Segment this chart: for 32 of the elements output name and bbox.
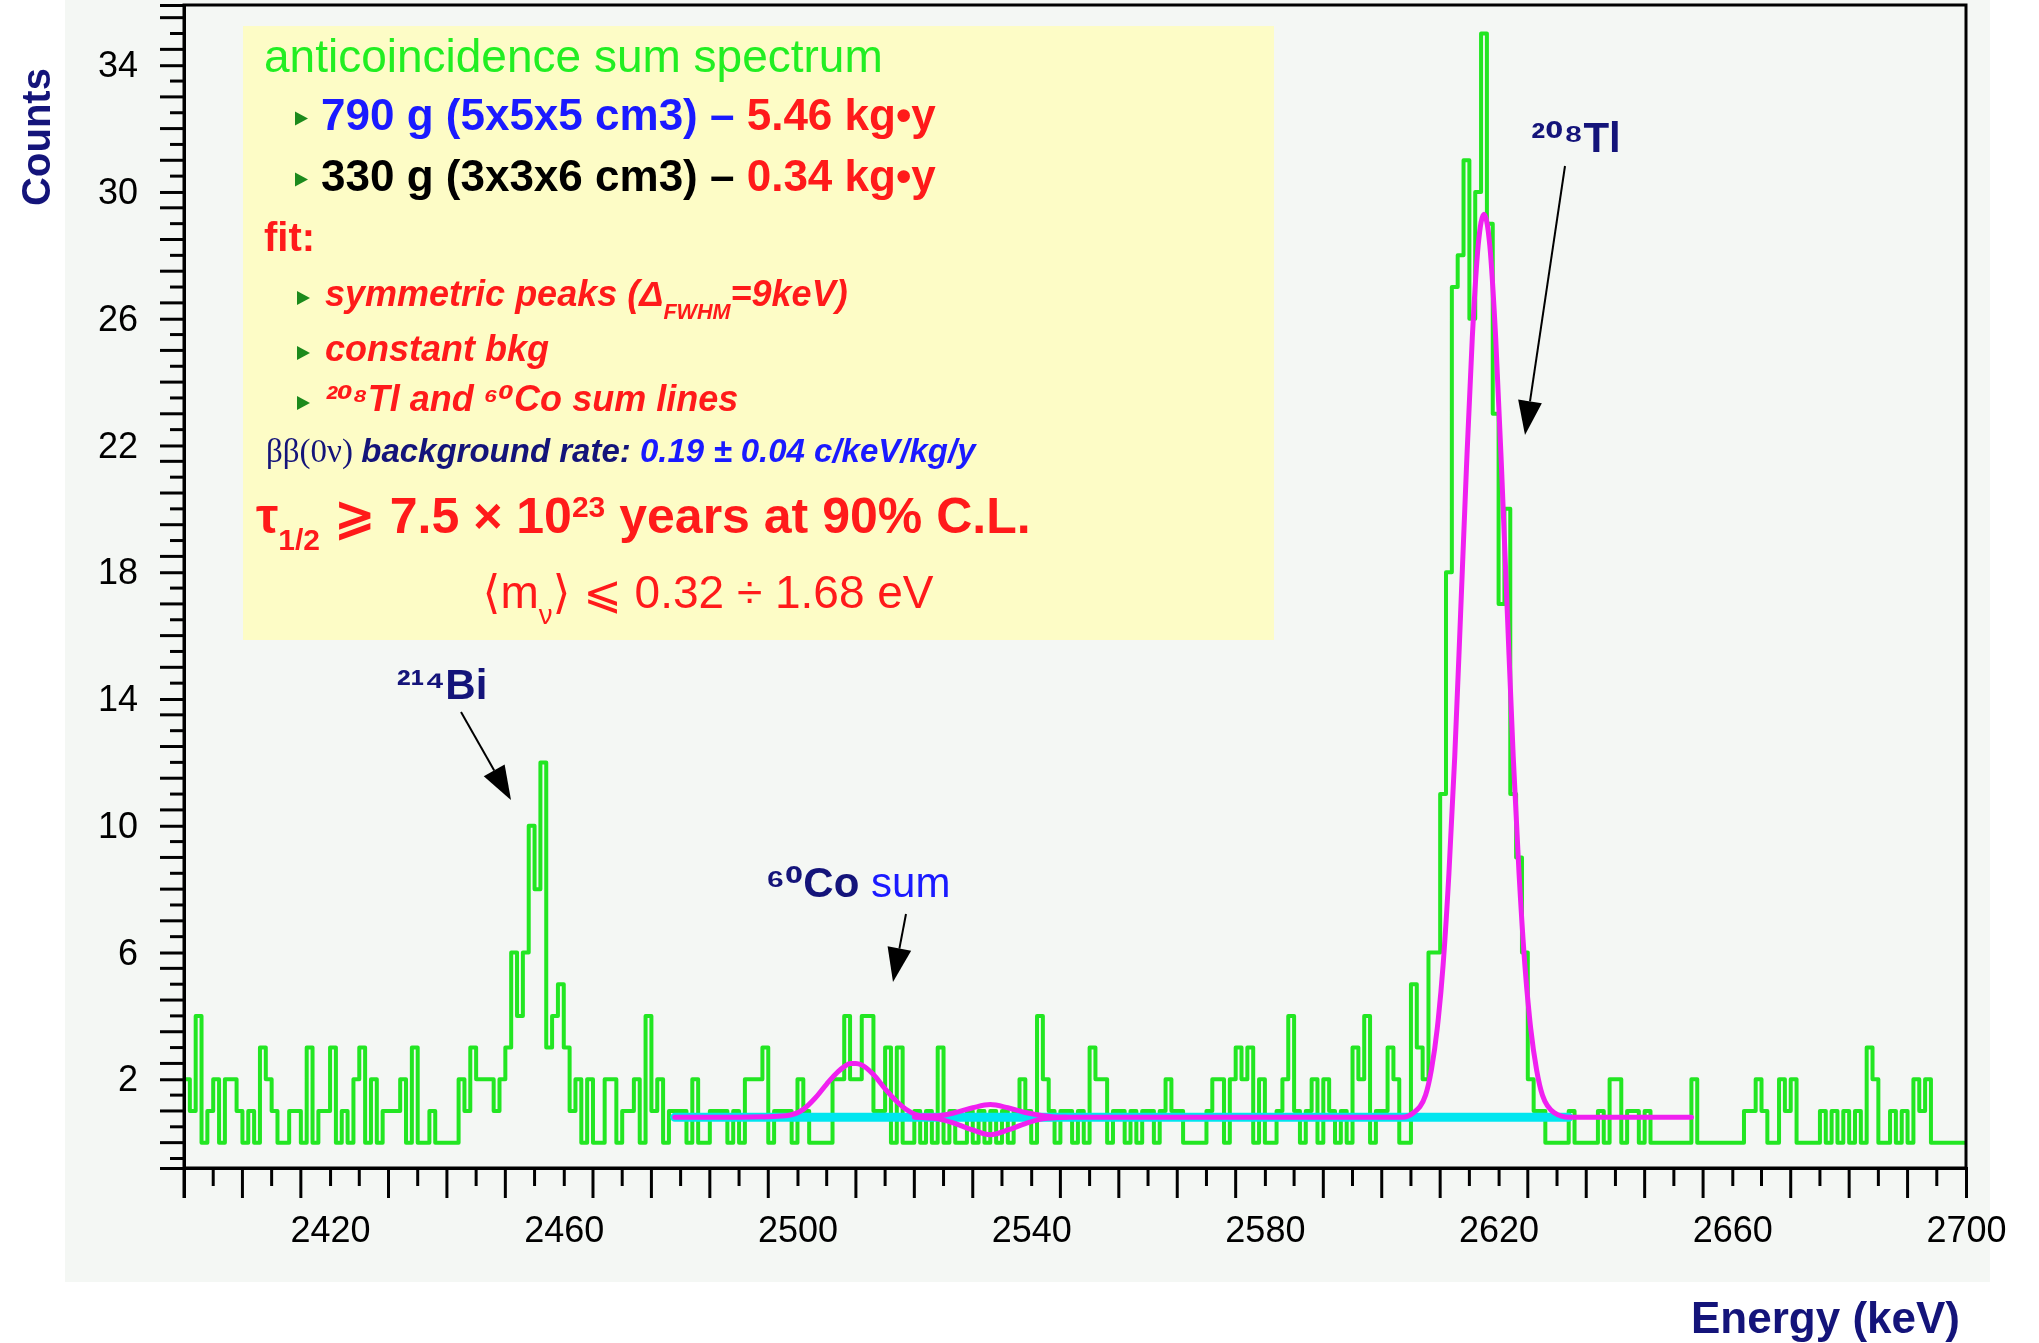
y-tick-label: 10 [97,804,138,846]
annotation: ²¹⁴Bi [396,661,488,708]
annotation: fit: [264,215,316,259]
y-tick-label: 14 [97,678,138,720]
x-tick-label: 2660 [1692,1208,1773,1250]
y-tick-label: 2 [117,1058,138,1100]
x-tick-label: 2580 [1225,1208,1306,1250]
annotation: ²⁰⁸Tl [1531,114,1621,161]
annotation: ²⁰⁸Tl and ⁶⁰Co sum lines [325,378,739,419]
y-tick-label: 22 [97,424,138,466]
x-tick-label: 2620 [1459,1208,1540,1250]
annotation: 330 g (3x3x6 cm3) – 0.34 kg•y [321,151,937,200]
y-tick-label: 26 [97,297,138,339]
annotation: symmetric peaks (Δ$_{FWHM}$=9keV) [325,273,848,324]
y-tick-label: 34 [97,44,138,86]
x-axis-title: Energy (keV) [1691,1293,1960,1342]
x-tick-label: 2420 [290,1208,371,1250]
y-tick-label: 18 [97,551,138,593]
annotation: ⟨m$_{ν}$⟩ ⩽ 0.32 ÷ 1.68 eV [482,566,934,630]
x-tick-label: 2700 [1926,1208,2007,1250]
annotation: ββ(0ν) background rate: 0.19 ± 0.04 c/keV/kg/y [266,432,978,470]
x-tick-label: 2460 [524,1208,605,1250]
x-tick-label: 2500 [757,1208,839,1250]
annotation: ⁶⁰Co sum [765,859,951,906]
annotation: anticoincidence sum spectrum [264,30,883,82]
x-tick-label: 2540 [991,1208,1072,1250]
annotation: constant bkg [325,328,550,369]
text: τ$_{1/2}$ ⩾ 7.5 × 10$^{23}$ years at 90% C.L. [256,488,1031,556]
annotation: 790 g (5x5x5 cm3) – 5.46 kg•y [321,90,937,139]
y-tick-label: 30 [97,170,138,212]
y-axis-title: Counts [14,68,58,206]
y-tick-label: 6 [117,931,138,973]
